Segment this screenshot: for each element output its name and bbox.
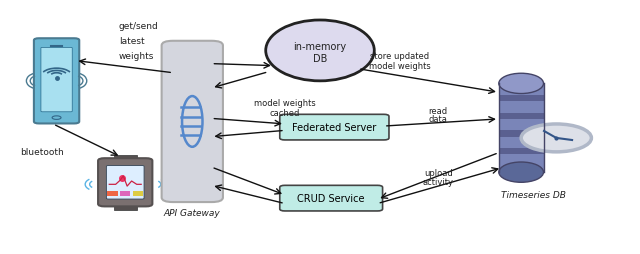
Text: DB: DB xyxy=(313,53,327,63)
Text: read: read xyxy=(429,106,448,115)
FancyBboxPatch shape xyxy=(34,39,79,124)
Text: Timeseries DB: Timeseries DB xyxy=(502,190,566,199)
Bar xyxy=(499,84,543,172)
Bar xyxy=(499,149,543,155)
Text: CRUD Service: CRUD Service xyxy=(298,193,365,203)
Text: upload: upload xyxy=(424,168,452,177)
Text: API Gateway: API Gateway xyxy=(164,208,221,217)
Text: weights: weights xyxy=(119,52,154,61)
Bar xyxy=(499,113,543,119)
Ellipse shape xyxy=(499,162,543,183)
Ellipse shape xyxy=(266,21,374,82)
Bar xyxy=(499,96,543,102)
FancyBboxPatch shape xyxy=(280,186,383,211)
Text: data: data xyxy=(429,115,447,124)
Text: model weights: model weights xyxy=(369,62,431,71)
Text: in-memory: in-memory xyxy=(293,42,347,52)
FancyBboxPatch shape xyxy=(280,115,389,140)
Text: get/send: get/send xyxy=(119,22,159,30)
Text: activity: activity xyxy=(422,177,454,186)
Text: model weights: model weights xyxy=(254,99,316,107)
FancyBboxPatch shape xyxy=(98,158,152,207)
Bar xyxy=(108,192,118,197)
Bar xyxy=(499,131,543,137)
Bar xyxy=(114,204,137,210)
FancyBboxPatch shape xyxy=(162,42,223,202)
FancyBboxPatch shape xyxy=(41,48,72,112)
FancyBboxPatch shape xyxy=(106,166,144,199)
Text: latest: latest xyxy=(119,37,145,45)
Text: cached: cached xyxy=(269,109,300,118)
Text: store updated: store updated xyxy=(371,52,429,61)
Ellipse shape xyxy=(499,74,543,94)
Bar xyxy=(114,155,137,161)
Circle shape xyxy=(521,124,591,152)
Text: Federated Server: Federated Server xyxy=(292,123,376,133)
Bar xyxy=(120,192,131,197)
Text: bluetooth: bluetooth xyxy=(20,148,64,157)
Bar xyxy=(133,192,143,197)
